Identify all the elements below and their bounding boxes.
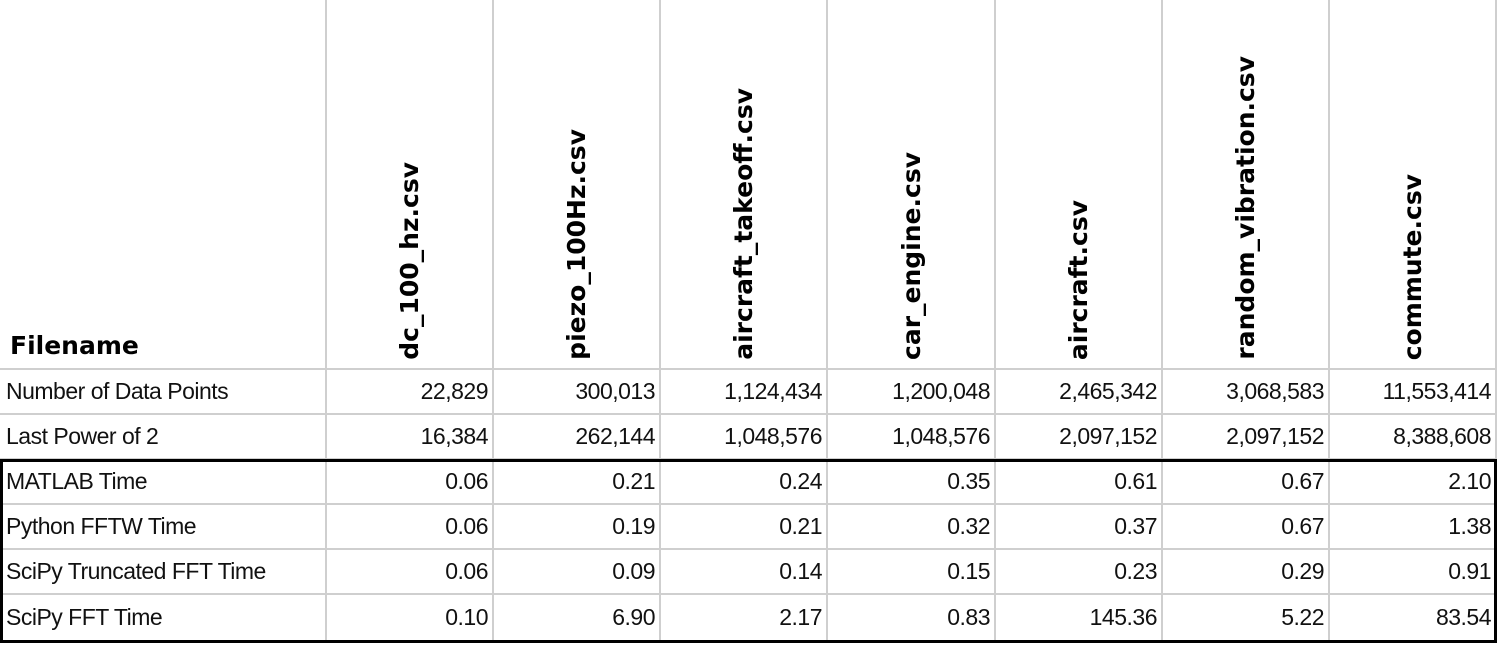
row-label: SciPy Truncated FFT Time [0,550,327,595]
cell-value: 0.35 [828,460,996,505]
cell-value: 1,048,576 [828,415,996,460]
cell-value: 2,097,152 [996,415,1163,460]
cell-value: 0.29 [1163,550,1330,595]
cell-value: 0.61 [996,460,1163,505]
cell-value: 0.09 [494,550,661,595]
cell-value: 3,068,583 [1163,370,1330,415]
row-label: MATLAB Time [0,460,327,505]
header-text: commute.csv [1398,173,1427,360]
header-text: aircraft_takeoff.csv [729,88,758,360]
cell-value: 22,829 [327,370,494,415]
cell-value: 0.67 [1163,460,1330,505]
header-text: random_vibration.csv [1231,56,1260,360]
cell-value: 0.06 [327,550,494,595]
header-text: piezo_100Hz.csv [562,129,591,360]
cell-value: 0.19 [494,505,661,550]
cell-value: 0.10 [327,595,494,642]
cell-value: 2,097,152 [1163,415,1330,460]
cell-value: 8,388,608 [1330,415,1497,460]
cell-value: 0.83 [828,595,996,642]
cell-value: 2,465,342 [996,370,1163,415]
cell-value: 0.15 [828,550,996,595]
cell-value: 5.22 [1163,595,1330,642]
cell-value: 16,384 [327,415,494,460]
cell-value: 0.32 [828,505,996,550]
cell-value: 1,200,048 [828,370,996,415]
header-label: Filename [0,0,327,370]
cell-value: 0.06 [327,505,494,550]
cell-value: 0.91 [1330,550,1497,595]
row-label: Number of Data Points [0,370,327,415]
column-header: commute.csv [1330,0,1497,370]
cell-value: 0.21 [494,460,661,505]
column-header: aircraft_takeoff.csv [661,0,828,370]
cell-value: 2.17 [661,595,828,642]
cell-value: 0.14 [661,550,828,595]
cell-value: 2.10 [1330,460,1497,505]
cell-value: 0.23 [996,550,1163,595]
cell-value: 0.67 [1163,505,1330,550]
header-text: car_engine.csv [896,152,926,360]
cell-value: 11,553,414 [1330,370,1497,415]
column-header: car_engine.csv [828,0,996,370]
cell-value: 6.90 [494,595,661,642]
row-label: Last Power of 2 [0,415,327,460]
column-header: dc_100_hz.csv [327,0,494,370]
cell-value: 83.54 [1330,595,1497,642]
cell-value: 1,124,434 [661,370,828,415]
header-text: dc_100_hz.csv [395,162,424,360]
cell-value: 1.38 [1330,505,1497,550]
column-header: aircraft.csv [996,0,1163,370]
column-header: random_vibration.csv [1163,0,1330,370]
cell-value: 0.37 [996,505,1163,550]
cell-value: 0.21 [661,505,828,550]
cell-value: 262,144 [494,415,661,460]
header-text: aircraft.csv [1064,199,1093,360]
cell-value: 1,048,576 [661,415,828,460]
cell-value: 0.24 [661,460,828,505]
row-label: SciPy FFT Time [0,595,327,642]
cell-value: 0.06 [327,460,494,505]
row-label: Python FFTW Time [0,505,327,550]
cell-value: 145.36 [996,595,1163,642]
column-header: piezo_100Hz.csv [494,0,661,370]
cell-value: 300,013 [494,370,661,415]
